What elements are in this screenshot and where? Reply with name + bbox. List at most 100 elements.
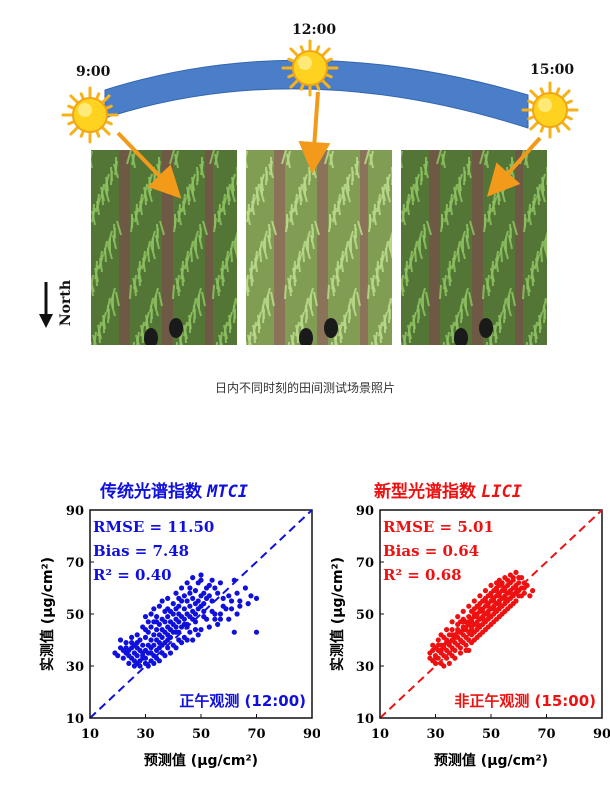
sun-icon (281, 39, 339, 97)
data-point (165, 595, 171, 601)
data-point (215, 590, 221, 596)
data-point (435, 637, 441, 643)
data-point (499, 611, 505, 617)
data-point (493, 616, 500, 622)
data-point (488, 593, 494, 599)
time-label-1200: 12:00 (292, 22, 337, 38)
data-point (165, 606, 171, 612)
data-point (145, 663, 151, 669)
data-point (491, 606, 497, 612)
data-point (192, 627, 199, 633)
data-point (245, 601, 251, 607)
data-point (154, 619, 160, 625)
y-tick-label: 10 (66, 712, 84, 727)
data-point (513, 585, 519, 591)
sun-path-arc (104, 59, 529, 129)
data-point (217, 580, 224, 586)
data-point (165, 645, 171, 651)
down-arrow-icon (39, 282, 53, 328)
data-point (488, 582, 494, 588)
data-point (237, 598, 243, 604)
data-point (449, 619, 455, 625)
data-point (432, 660, 439, 666)
stat-label: RMSE = 5.01 (383, 518, 494, 536)
data-point (151, 606, 157, 612)
data-point (253, 595, 260, 601)
data-point (438, 647, 444, 653)
data-point (516, 575, 522, 581)
data-point (220, 603, 226, 609)
data-point (178, 585, 185, 591)
y-tick-label: 90 (356, 504, 374, 519)
sunlight-arrows (116, 91, 542, 199)
data-point (148, 637, 154, 643)
chart-title-abbr: LICI (481, 482, 523, 502)
figure-caption: 日内不同时刻的田间测试场景照片 (214, 381, 395, 395)
data-point (253, 629, 260, 635)
data-point (159, 598, 165, 604)
data-point (201, 590, 207, 596)
data-point (226, 593, 232, 599)
data-point (432, 655, 439, 661)
data-point (482, 598, 489, 604)
data-point (480, 608, 486, 614)
data-point (198, 572, 204, 578)
data-point (521, 580, 527, 586)
time-label-1500: 15:00 (530, 62, 575, 78)
data-point (181, 606, 187, 612)
data-point (206, 624, 212, 630)
sun-path-diagram (61, 39, 579, 144)
scatter-chart-mtci: 10 30 50 70 90 10 30 50 70 90 RMSE = 11.50 Bias = 7… (39, 504, 320, 769)
data-point (530, 588, 536, 594)
data-point (446, 660, 452, 666)
x-tick-label: 30 (426, 727, 444, 742)
data-point (513, 569, 519, 575)
stat-label: R² = 0.40 (93, 566, 172, 584)
data-point (190, 595, 196, 601)
data-point (201, 608, 207, 614)
data-point (212, 616, 218, 622)
data-point (190, 575, 196, 581)
data-point (477, 593, 483, 599)
data-point (444, 637, 450, 643)
chart-title: 传统光谱指数 MTCI (100, 477, 248, 502)
data-point (463, 642, 469, 648)
data-point (231, 629, 237, 635)
data-point (491, 598, 497, 604)
data-point (460, 619, 466, 625)
y-tick-label: 30 (66, 660, 84, 675)
data-point (527, 593, 533, 599)
data-point (444, 655, 450, 661)
data-point (482, 588, 489, 594)
data-point (435, 642, 441, 648)
arrow-icon (298, 91, 331, 174)
data-point (176, 619, 182, 625)
data-point (427, 655, 433, 661)
data-point (148, 650, 154, 656)
data-point (215, 621, 221, 627)
data-point (148, 624, 154, 630)
data-point (521, 585, 527, 591)
y-tick-label: 50 (66, 608, 84, 623)
data-point (115, 653, 121, 659)
sun-icon (61, 86, 119, 144)
data-point (220, 595, 226, 601)
data-point (198, 627, 204, 633)
data-point (237, 603, 243, 609)
data-point (173, 624, 179, 630)
y-axis-label: 实测值 (μg/cm²) (329, 557, 346, 671)
y-tick-label: 10 (356, 712, 374, 727)
data-point (507, 590, 514, 596)
stat-label: Bias = 0.64 (383, 542, 479, 560)
data-point (129, 634, 135, 640)
sun-icon (521, 81, 579, 139)
data-point (176, 595, 182, 601)
data-point (468, 619, 475, 625)
data-point (226, 616, 232, 622)
one-to-one-line (89, 509, 313, 719)
data-point (156, 658, 162, 664)
arrow-icon (116, 131, 182, 199)
chart-title-text: 传统光谱指数 (100, 482, 202, 502)
data-point (212, 585, 218, 591)
x-tick-label: 90 (593, 727, 610, 742)
